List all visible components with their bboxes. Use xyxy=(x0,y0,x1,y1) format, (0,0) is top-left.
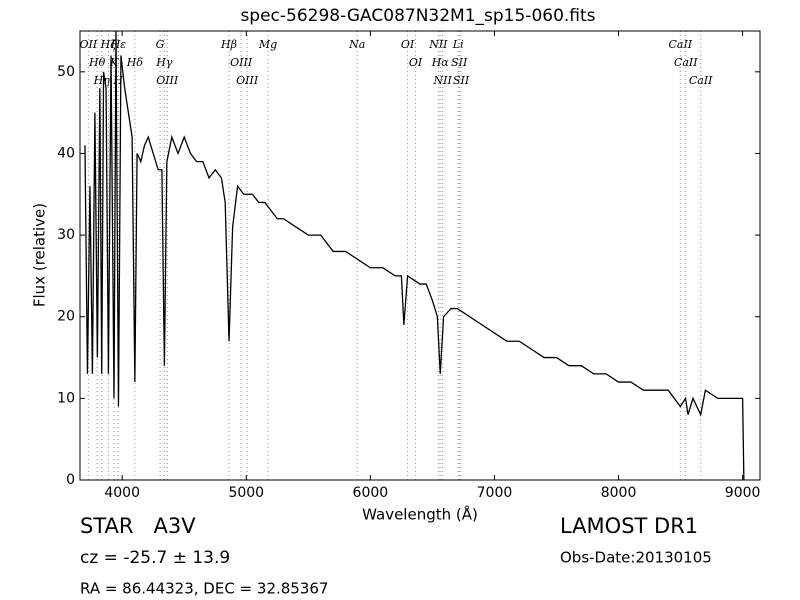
x-tick-label: 5000 xyxy=(228,485,264,501)
spectral-line-label: Hγ xyxy=(155,56,173,69)
x-tick-label: 9000 xyxy=(725,485,761,501)
y-axis-label: Flux (relative) xyxy=(31,203,49,307)
spectral-line-label: Mg xyxy=(258,38,277,51)
spectral-line-label: H xyxy=(112,74,123,87)
x-tick-label: 8000 xyxy=(601,485,637,501)
chart-title: spec-56298-GAC087N32M1_sp15-060.fits xyxy=(240,6,595,26)
survey: LAMOST DR1 xyxy=(560,514,698,538)
y-tick-label: 10 xyxy=(57,390,75,406)
x-tick-label: 7000 xyxy=(477,485,513,501)
spectral-line-label: CaII xyxy=(668,38,692,51)
spectral-line-label: Na xyxy=(348,38,365,51)
y-tick-label: 20 xyxy=(57,309,75,325)
obs-date: Obs-Date:20130105 xyxy=(560,549,712,567)
spectral-line-label: CaII xyxy=(689,74,713,87)
spectral-line-label: OII xyxy=(79,38,97,51)
spectral-line-label: CaII xyxy=(674,56,698,69)
y-tick-label: 50 xyxy=(57,64,75,80)
spectral-line-label: K xyxy=(109,56,119,69)
y-tick-label: 30 xyxy=(57,227,75,243)
spectral-line-label: Hθ xyxy=(88,56,106,69)
spectral-line-label: Hβ xyxy=(220,38,237,51)
spectral-line-label: Li xyxy=(452,38,464,51)
spectral-line-label: Hε xyxy=(110,38,127,51)
spectral-line-label: NII xyxy=(428,38,448,51)
spectral-line-label: SII xyxy=(453,74,470,87)
spectral-line-label: Hη xyxy=(93,74,111,87)
spectral-line-label: OI xyxy=(409,56,423,69)
x-tick-label: 4000 xyxy=(104,485,140,501)
spectral-line-label: SII xyxy=(451,56,468,69)
spectrum-line xyxy=(84,30,745,481)
spectral-line-label: NII xyxy=(433,74,453,87)
y-tick-label: 40 xyxy=(57,145,75,161)
spectral-line-label: OIII xyxy=(236,74,259,87)
spectral-line-label: Hζ xyxy=(100,38,118,51)
redshift: cz = -25.7 ± 13.9 xyxy=(80,548,230,568)
spectral-line-label: OI xyxy=(401,38,415,51)
object-class: STAR A3V xyxy=(80,514,196,538)
spectral-line-label: OIII xyxy=(230,56,253,69)
coordinates: RA = 86.44323, DEC = 32.85367 xyxy=(80,580,328,598)
spectral-line-label: OIII xyxy=(156,74,179,87)
spectral-line-label: Hδ xyxy=(126,56,144,69)
x-axis-label: Wavelength (Å) xyxy=(362,505,478,524)
spectral-line-label: Hα xyxy=(431,56,450,69)
plot-frame xyxy=(79,30,761,481)
x-tick-label: 6000 xyxy=(353,485,389,501)
spectral-line-label: G xyxy=(156,38,165,51)
y-tick-label: 0 xyxy=(66,472,75,488)
